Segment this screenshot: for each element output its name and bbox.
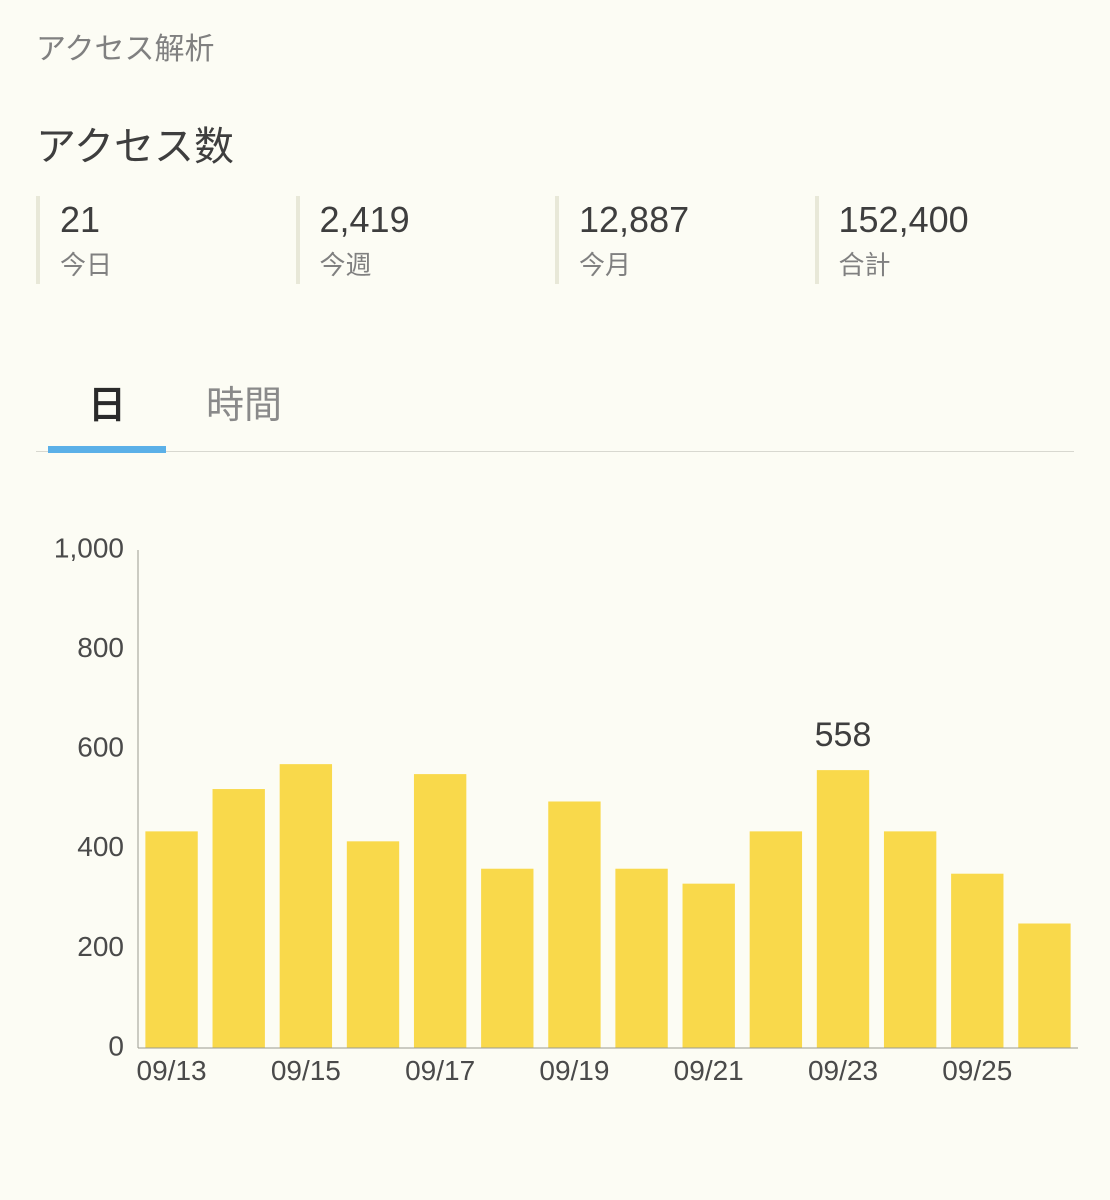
bar[interactable]	[414, 774, 466, 1048]
stat-total[interactable]: 152,400 合計	[815, 196, 1075, 284]
bar[interactable]	[145, 832, 197, 1049]
y-tick-label: 800	[77, 632, 124, 663]
bar[interactable]	[951, 874, 1003, 1048]
y-tick-label: 1,000	[54, 536, 124, 563]
x-tick-label: 09/19	[539, 1055, 609, 1086]
y-tick-label: 600	[77, 732, 124, 763]
x-tick-label: 09/13	[137, 1055, 207, 1086]
bar[interactable]	[481, 869, 533, 1048]
y-tick-label: 200	[77, 931, 124, 962]
x-tick-label: 09/15	[271, 1055, 341, 1086]
stat-total-value: 152,400	[839, 198, 1075, 241]
stat-week-label: 今週	[320, 245, 556, 282]
bar[interactable]	[683, 884, 735, 1048]
breadcrumb: アクセス解析	[36, 24, 1074, 68]
stat-month-label: 今月	[579, 245, 815, 282]
bar-callout: 558	[815, 716, 872, 754]
bar[interactable]	[213, 789, 265, 1048]
stat-today-value: 21	[60, 198, 296, 241]
y-tick-label: 400	[77, 831, 124, 862]
stats-row: 21 今日 2,419 今週 12,887 今月 152,400 合計	[36, 196, 1074, 284]
x-tick-label: 09/17	[405, 1055, 475, 1086]
bar[interactable]	[615, 869, 667, 1048]
bar[interactable]	[1018, 924, 1070, 1049]
stat-month[interactable]: 12,887 今月	[555, 196, 815, 284]
stat-month-value: 12,887	[579, 198, 815, 241]
y-tick-label: 0	[108, 1031, 124, 1062]
bar[interactable]	[347, 842, 399, 1049]
tab-hour[interactable]: 時間	[166, 362, 322, 451]
bar[interactable]	[884, 832, 936, 1049]
stat-total-label: 合計	[839, 245, 1075, 282]
tabs: 日 時間	[36, 362, 1074, 452]
x-tick-label: 09/25	[942, 1055, 1012, 1086]
stat-today[interactable]: 21 今日	[36, 196, 296, 284]
stat-today-label: 今日	[60, 245, 296, 282]
bar[interactable]	[817, 770, 869, 1048]
x-tick-label: 09/23	[808, 1055, 878, 1086]
access-chart: 0 200 400 600 800 1,000 09/13 09/15 09/17 09/19 09…	[36, 536, 1074, 1096]
tab-day[interactable]: 日	[48, 362, 166, 451]
bar[interactable]	[280, 764, 332, 1048]
x-tick-label: 09/21	[674, 1055, 744, 1086]
stat-week[interactable]: 2,419 今週	[296, 196, 556, 284]
stat-week-value: 2,419	[320, 198, 556, 241]
section-title: アクセス数	[36, 114, 1074, 172]
bar[interactable]	[750, 832, 802, 1049]
bar[interactable]	[548, 802, 600, 1049]
access-chart-svg: 0 200 400 600 800 1,000 09/13 09/15 09/17 09/19 09…	[42, 536, 1082, 1096]
